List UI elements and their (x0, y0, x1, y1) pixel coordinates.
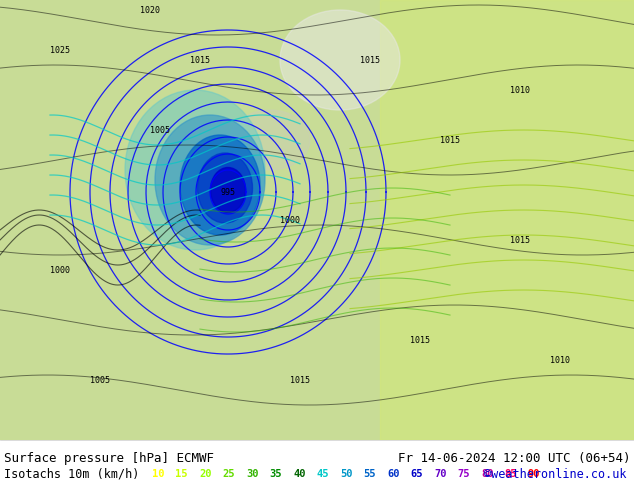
Text: 70: 70 (434, 469, 446, 479)
Text: 1010: 1010 (550, 356, 570, 365)
Text: ©weatheronline.co.uk: ©weatheronline.co.uk (484, 467, 626, 481)
Text: 1005: 1005 (90, 375, 110, 385)
Text: 40: 40 (293, 469, 306, 479)
Text: 1020: 1020 (140, 5, 160, 15)
Text: 65: 65 (410, 469, 423, 479)
Text: 45: 45 (316, 469, 329, 479)
Text: 1015: 1015 (190, 55, 210, 65)
Text: 1025: 1025 (50, 46, 70, 54)
Text: 1015: 1015 (510, 236, 530, 245)
Text: 1000: 1000 (280, 216, 300, 224)
Text: 1015: 1015 (290, 375, 310, 385)
Text: 20: 20 (199, 469, 212, 479)
Text: 60: 60 (387, 469, 399, 479)
Text: 30: 30 (246, 469, 259, 479)
Text: Isotachs 10m (km/h): Isotachs 10m (km/h) (4, 467, 139, 481)
Text: 995: 995 (221, 188, 235, 196)
Ellipse shape (210, 168, 245, 213)
Text: 35: 35 (269, 469, 282, 479)
Text: 1005: 1005 (150, 125, 170, 135)
Text: 85: 85 (505, 469, 517, 479)
Text: 1010: 1010 (510, 85, 530, 95)
Text: 1000: 1000 (50, 266, 70, 274)
Text: 50: 50 (340, 469, 353, 479)
Ellipse shape (198, 153, 252, 223)
Text: 1015: 1015 (360, 55, 380, 65)
Text: 1015: 1015 (440, 136, 460, 145)
Text: Surface pressure [hPa] ECMWF: Surface pressure [hPa] ECMWF (4, 452, 214, 465)
Text: 10: 10 (152, 469, 164, 479)
Ellipse shape (230, 110, 310, 170)
Text: 90: 90 (528, 469, 541, 479)
Text: Fr 14-06-2024 12:00 UTC (06+54): Fr 14-06-2024 12:00 UTC (06+54) (398, 452, 630, 465)
Text: 75: 75 (458, 469, 470, 479)
Text: 1015: 1015 (410, 336, 430, 344)
Ellipse shape (180, 135, 260, 235)
Text: 55: 55 (363, 469, 376, 479)
Text: 15: 15 (176, 469, 188, 479)
Bar (380, 0, 634, 440)
Ellipse shape (155, 115, 265, 245)
Ellipse shape (280, 10, 400, 110)
Text: 25: 25 (223, 469, 235, 479)
Ellipse shape (125, 90, 265, 250)
Text: 80: 80 (481, 469, 493, 479)
